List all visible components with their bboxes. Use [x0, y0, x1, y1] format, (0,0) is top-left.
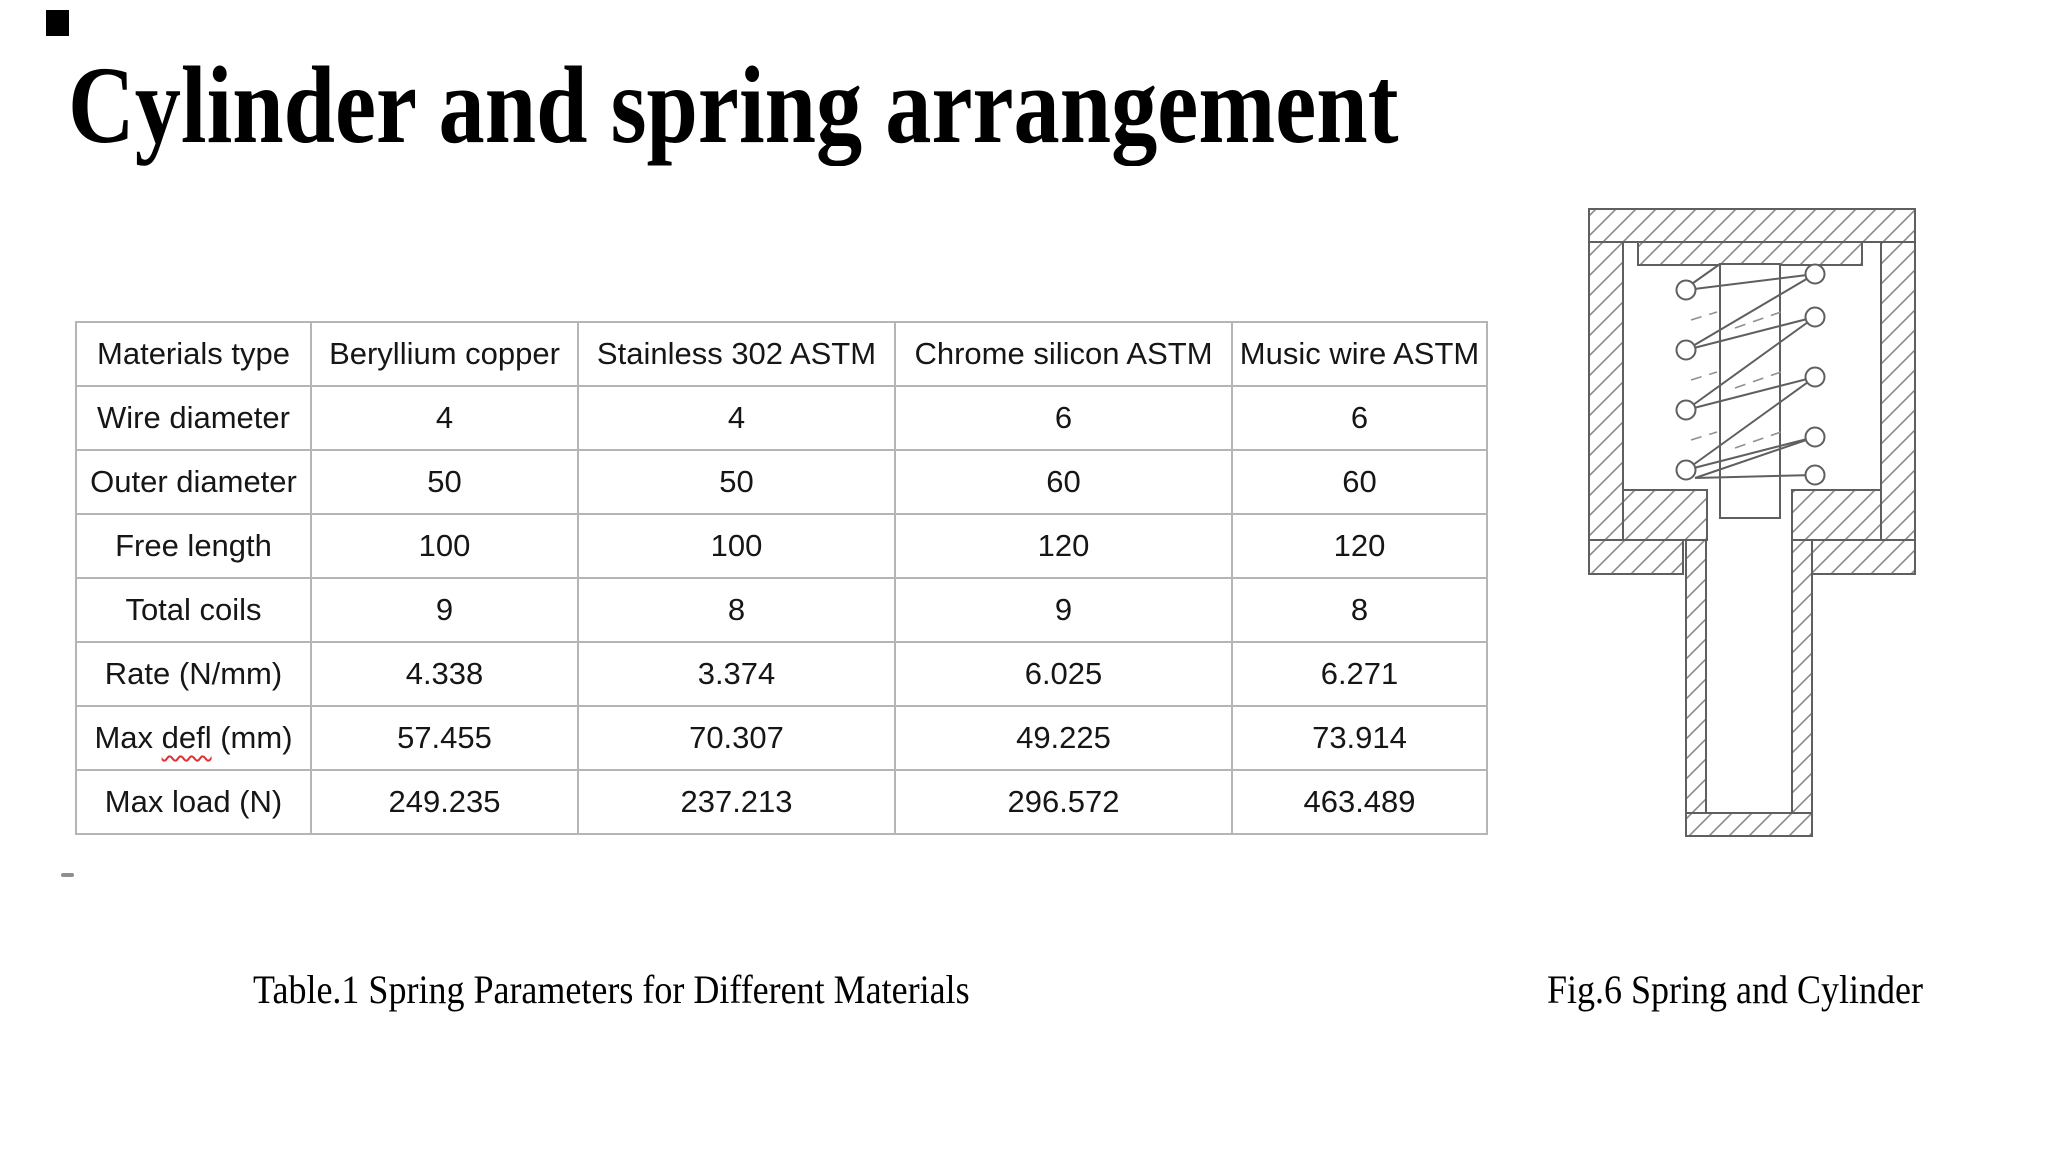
table-cell: 8 — [1231, 577, 1488, 643]
figure-left-wall — [1588, 241, 1624, 541]
page-title: Cylinder and spring arrangement — [68, 44, 1399, 166]
table-cell: 50 — [577, 449, 896, 515]
row-label: Max defl (mm) — [75, 705, 312, 771]
table-header-row: Materials type Beryllium copper Stainless … — [75, 321, 1488, 387]
figure-stem-right-wall — [1791, 499, 1813, 837]
table-cell: 6.271 — [1231, 641, 1488, 707]
table-caption: Table.1 Spring Parameters for Different … — [253, 967, 970, 1012]
table-cell: 3.374 — [577, 641, 896, 707]
row-label: Free length — [75, 513, 312, 579]
table-row: Wire diameter 4 4 6 6 — [75, 385, 1488, 451]
table-cell: 120 — [1231, 513, 1488, 579]
column-header-3: Chrome silicon ASTM — [894, 321, 1233, 387]
table-cell: 70.307 — [577, 705, 896, 771]
table-cell: 60 — [894, 449, 1233, 515]
table-cell: 6 — [1231, 385, 1488, 451]
table-cell: 49.225 — [894, 705, 1233, 771]
table-cell: 4 — [310, 385, 579, 451]
figure-caption: Fig.6 Spring and Cylinder — [1547, 967, 1924, 1012]
column-header-4: Music wire ASTM — [1231, 321, 1488, 387]
table-cell: 100 — [577, 513, 896, 579]
table-row: Total coils 9 8 9 8 — [75, 577, 1488, 643]
table-cell: 296.572 — [894, 769, 1233, 835]
table-cell: 6 — [894, 385, 1233, 451]
row-label: Wire diameter — [75, 385, 312, 451]
table-row: Free length 100 100 120 120 — [75, 513, 1488, 579]
table-row: Max defl (mm) 57.455 70.307 49.225 73.914 — [75, 705, 1488, 771]
figure-left-block — [1622, 489, 1708, 541]
table-cell: 249.235 — [310, 769, 579, 835]
column-header-0: Materials type — [75, 321, 312, 387]
table-row: Outer diameter 50 50 60 60 — [75, 449, 1488, 515]
table-cell: 120 — [894, 513, 1233, 579]
row-label: Total coils — [75, 577, 312, 643]
row-label: Outer diameter — [75, 449, 312, 515]
figure-right-block — [1791, 489, 1882, 541]
spring-coils — [1685, 263, 1816, 479]
figure-inner-plate — [1637, 241, 1863, 266]
spring-back-strands — [1690, 311, 1782, 449]
figure-stem-left-wall — [1685, 499, 1707, 837]
table-cell: 50 — [310, 449, 579, 515]
stray-dash-mark — [61, 873, 74, 877]
table-cell: 4.338 — [310, 641, 579, 707]
table-cell: 8 — [577, 577, 896, 643]
table-cell: 6.025 — [894, 641, 1233, 707]
table-cell: 100 — [310, 513, 579, 579]
table-cell: 463.489 — [1231, 769, 1488, 835]
row-label: Rate (N/mm) — [75, 641, 312, 707]
misspelled-word: defl — [161, 720, 212, 755]
cylinder-spring-figure — [1588, 208, 1916, 837]
table-row: Rate (N/mm) 4.338 3.374 6.025 6.271 — [75, 641, 1488, 707]
table-cell: 9 — [310, 577, 579, 643]
spring-wire-sections — [1675, 263, 1826, 486]
table-cell: 57.455 — [310, 705, 579, 771]
figure-right-wall — [1880, 241, 1916, 541]
table-body: Wire diameter 4 4 6 6 Outer diameter 50 50 60 60 F… — [75, 385, 1488, 835]
table-cell: 237.213 — [577, 769, 896, 835]
top-left-black-box — [46, 10, 69, 36]
table-cell: 73.914 — [1231, 705, 1488, 771]
figure-rod — [1719, 263, 1781, 519]
figure-right-flange — [1811, 539, 1916, 575]
figure-left-flange — [1588, 539, 1684, 575]
table-cell: 60 — [1231, 449, 1488, 515]
figure-stem-bottom — [1685, 812, 1813, 837]
table-cell: 9 — [894, 577, 1233, 643]
row-label: Max load (N) — [75, 769, 312, 835]
figure-top-cap — [1588, 208, 1916, 243]
table-cell: 4 — [577, 385, 896, 451]
spring-parameters-table: Materials type Beryllium copper Stainless … — [75, 321, 1488, 835]
column-header-1: Beryllium copper — [310, 321, 579, 387]
column-header-2: Stainless 302 ASTM — [577, 321, 896, 387]
table-row: Max load (N) 249.235 237.213 296.572 463.489 — [75, 769, 1488, 835]
